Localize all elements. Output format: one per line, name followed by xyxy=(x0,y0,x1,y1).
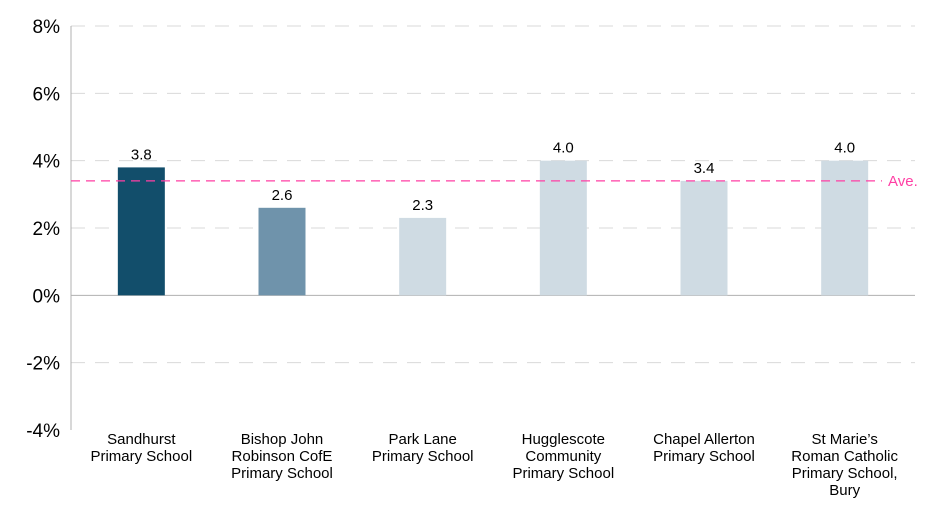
bars xyxy=(117,160,869,296)
bar xyxy=(117,167,165,296)
category-label: Bishop John Robinson CofE Primary School xyxy=(231,431,333,482)
data-labels: 3.8 2.6 2.3 4.0 3.4 4.0 xyxy=(131,140,855,214)
y-tick-labels: 8% 6% 4% 2% 0% -2% -4% xyxy=(26,17,60,442)
category-labels: Sandhurst Primary School Bishop John Robins… xyxy=(90,431,898,499)
category-label: Hugglescote Community Primary School xyxy=(512,431,614,482)
data-label: 2.3 xyxy=(412,197,433,214)
y-tick-label: 4% xyxy=(33,152,61,173)
y-tick-label: 6% xyxy=(33,84,61,105)
bar xyxy=(680,180,728,296)
category-label: Sandhurst Primary School xyxy=(90,431,192,465)
data-label: 2.6 xyxy=(272,187,293,204)
axes xyxy=(70,26,915,430)
y-tick-label: -4% xyxy=(26,421,60,442)
bar xyxy=(539,160,587,296)
category-label: Chapel Allerton Primary School xyxy=(653,431,755,465)
bar xyxy=(258,207,306,296)
data-label: 4.0 xyxy=(553,140,574,157)
average-label: Ave. xyxy=(888,173,918,190)
y-tick-label: 0% xyxy=(33,286,61,307)
y-tick-label: 8% xyxy=(33,17,61,38)
data-label: 4.0 xyxy=(834,140,855,157)
bar xyxy=(399,217,447,296)
category-label: St Marie’s Roman Catholic Primary School, B… xyxy=(791,431,898,499)
average-line-group: Ave. xyxy=(71,173,918,190)
data-label: 3.8 xyxy=(131,146,152,163)
y-tick-label: 2% xyxy=(33,219,61,240)
bar xyxy=(821,160,869,296)
y-tick-label: -2% xyxy=(26,354,60,375)
data-label: 3.4 xyxy=(694,160,715,177)
gridlines xyxy=(71,25,915,364)
category-label: Park Lane Primary School xyxy=(372,431,474,465)
